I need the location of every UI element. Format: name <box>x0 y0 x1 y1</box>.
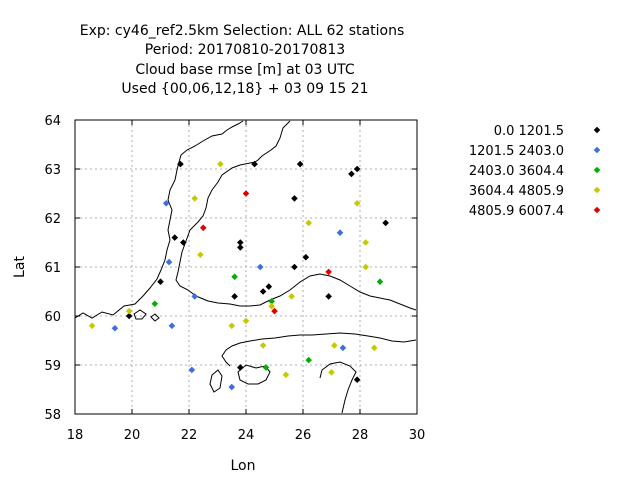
station-point <box>331 342 338 349</box>
x-tick-label: 18 <box>67 428 84 443</box>
station-point <box>362 263 369 271</box>
station-point <box>242 317 250 325</box>
station-point <box>268 302 275 310</box>
y-tick-label: 58 <box>44 408 61 423</box>
station-markers <box>88 160 389 391</box>
station-point <box>151 300 159 308</box>
station-point <box>237 364 244 371</box>
station-point <box>328 369 335 376</box>
station-point <box>217 160 224 168</box>
station-point <box>157 278 164 285</box>
station-point <box>291 195 298 202</box>
station-point <box>88 322 96 330</box>
x-tick-label: 20 <box>124 428 141 443</box>
coastline-map <box>74 120 417 414</box>
station-point <box>348 170 355 178</box>
x-tick-label: 24 <box>238 428 255 443</box>
station-point <box>171 234 179 241</box>
station-point <box>305 219 312 227</box>
legend-label: 0.0 1201.5 <box>494 124 564 139</box>
station-point <box>288 293 295 300</box>
legend-marker <box>593 206 601 214</box>
legend-label: 3604.4 4805.9 <box>469 184 564 199</box>
station-point <box>262 364 270 371</box>
y-tick-label: 64 <box>44 114 61 129</box>
y-axis-ticks: 58 59 60 61 62 63 64 <box>44 114 417 423</box>
station-point <box>362 239 369 246</box>
station-point <box>242 190 250 197</box>
station-point <box>370 344 378 352</box>
y-tick-label: 60 <box>44 310 61 325</box>
station-point <box>188 366 196 374</box>
legend-label: 2403.0 3604.4 <box>469 164 564 179</box>
station-point <box>282 371 290 379</box>
station-point <box>231 293 238 300</box>
chart-title-line-2: Period: 20170810-20170813 <box>145 42 345 58</box>
station-point <box>259 342 267 349</box>
station-point <box>237 239 244 246</box>
station-point <box>325 293 332 300</box>
station-point <box>165 258 173 266</box>
station-point <box>231 273 238 281</box>
station-point <box>177 160 184 168</box>
legend-marker <box>593 186 601 194</box>
station-point <box>302 253 310 261</box>
x-axis-ticks: 18 20 22 24 26 28 30 <box>67 120 426 443</box>
y-tick-label: 63 <box>44 163 61 178</box>
legend: 0.0 1201.5 1201.5 2403.0 2403.0 3604.4 3604… <box>469 124 601 219</box>
x-tick-label: 26 <box>295 428 312 443</box>
station-point <box>256 263 264 271</box>
station-point <box>125 307 133 315</box>
station-point <box>268 298 275 305</box>
station-point <box>111 324 119 332</box>
x-tick-label: 28 <box>352 428 369 443</box>
station-point <box>353 165 361 173</box>
station-point <box>376 278 384 285</box>
y-tick-label: 62 <box>44 212 61 227</box>
station-point <box>199 224 207 232</box>
station-point <box>228 383 236 391</box>
station-point <box>336 229 344 236</box>
legend-marker <box>593 146 601 154</box>
legend-marker <box>593 166 601 174</box>
station-point <box>228 322 236 330</box>
station-point <box>291 263 298 271</box>
y-tick-label: 61 <box>44 261 61 276</box>
station-point <box>191 293 198 300</box>
station-point <box>325 268 332 276</box>
x-tick-label: 30 <box>409 428 426 443</box>
station-point <box>191 195 198 202</box>
station-point <box>353 200 361 207</box>
station-point <box>271 307 278 315</box>
x-tick-label: 22 <box>181 428 198 443</box>
x-axis-label: Lon <box>231 458 256 474</box>
station-point <box>162 200 170 207</box>
station-point <box>197 251 204 259</box>
legend-label: 1201.5 2403.0 <box>469 144 564 159</box>
legend-marker <box>593 126 601 134</box>
station-point <box>259 288 267 295</box>
station-point <box>237 244 244 251</box>
chart-title-line-4: Used {00,06,12,18} + 03 09 15 21 <box>121 81 368 97</box>
station-point <box>296 160 304 168</box>
chart-title-line-1: Exp: cy46_ref2.5km Selection: ALL 62 sta… <box>80 23 404 39</box>
y-axis-label: Lat <box>12 256 28 278</box>
station-point <box>382 219 389 227</box>
station-point <box>265 283 273 290</box>
station-point <box>251 160 258 168</box>
station-point <box>180 239 187 246</box>
chart-title-line-3: Cloud base rmse [m] at 03 UTC <box>135 62 355 78</box>
station-point <box>168 322 176 330</box>
station-point <box>339 344 347 352</box>
legend-label: 4805.9 6007.4 <box>469 204 564 219</box>
station-point <box>305 356 312 364</box>
station-point <box>125 312 133 320</box>
station-point <box>353 376 361 383</box>
y-tick-label: 59 <box>44 359 61 374</box>
